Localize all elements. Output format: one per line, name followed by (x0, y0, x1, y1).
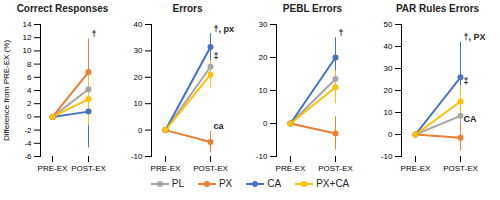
html-text:PX: PX (219, 178, 233, 189)
svg-text:50: 50 (384, 20, 393, 29)
svg-text:PRE-EX: PRE-EX (38, 164, 68, 173)
svg-text:CA: CA (464, 114, 477, 124)
svg-text:†: † (92, 29, 97, 39)
svg-text:-2: -2 (24, 126, 32, 135)
svg-text:POST-EX: POST-EX (318, 164, 353, 173)
svg-text:20: 20 (134, 73, 143, 82)
svg-text:-6: -6 (24, 152, 32, 161)
svg-text:POST-EX: POST-EX (443, 164, 478, 173)
svg-text:‡: ‡ (214, 51, 219, 61)
svg-text:PRE-EX: PRE-EX (276, 164, 306, 173)
svg-text:6: 6 (27, 73, 32, 82)
html-text:PL: PL (171, 178, 184, 189)
svg-text:10: 10 (134, 99, 143, 108)
svg-text:†: † (339, 28, 344, 38)
svg-text:†, PX: †, PX (464, 32, 486, 42)
svg-text:0: 0 (263, 119, 268, 128)
svg-text:-4: -4 (24, 139, 32, 148)
html-text:CA: CA (267, 178, 282, 189)
svg-text:-10: -10 (131, 152, 143, 161)
svg-text:‡: ‡ (464, 76, 469, 86)
svg-text:8: 8 (27, 60, 32, 69)
svg-text:PRE-EX: PRE-EX (151, 164, 181, 173)
svg-text:-10: -10 (256, 152, 268, 161)
svg-text:20: 20 (384, 86, 393, 95)
svg-text:10: 10 (384, 108, 393, 117)
svg-text:0: 0 (27, 112, 32, 121)
html-text:PX+CA: PX+CA (316, 178, 350, 189)
svg-text:40: 40 (134, 20, 143, 29)
html-text:PEBL Errors: PEBL Errors (282, 3, 343, 14)
svg-text:-10: -10 (381, 152, 393, 161)
svg-text:10: 10 (259, 86, 268, 95)
svg-text:PRE-EX: PRE-EX (401, 164, 431, 173)
html-text:Correct Responses: Correct Responses (16, 3, 109, 14)
svg-text:30: 30 (134, 46, 143, 55)
svg-text:12: 12 (23, 33, 32, 42)
svg-text:Difference from PRE-EX (%): Difference from PRE-EX (%) (2, 40, 11, 142)
svg-text:2: 2 (27, 99, 32, 108)
svg-text:POST-EX: POST-EX (71, 164, 106, 173)
svg-text:ca: ca (214, 121, 225, 131)
svg-text:40: 40 (384, 42, 393, 51)
svg-text:0: 0 (388, 130, 393, 139)
svg-text:†, px: †, px (214, 24, 235, 34)
svg-text:30: 30 (259, 20, 268, 29)
svg-text:POST-EX: POST-EX (193, 164, 228, 173)
svg-text:4: 4 (27, 86, 32, 95)
svg-text:0: 0 (138, 126, 143, 135)
svg-text:10: 10 (23, 46, 32, 55)
svg-text:14: 14 (23, 20, 32, 29)
svg-text:30: 30 (384, 64, 393, 73)
html-text:PAR Rules Errors: PAR Rules Errors (395, 3, 480, 14)
html-text:Errors: Errors (172, 3, 203, 14)
svg-text:20: 20 (259, 53, 268, 62)
